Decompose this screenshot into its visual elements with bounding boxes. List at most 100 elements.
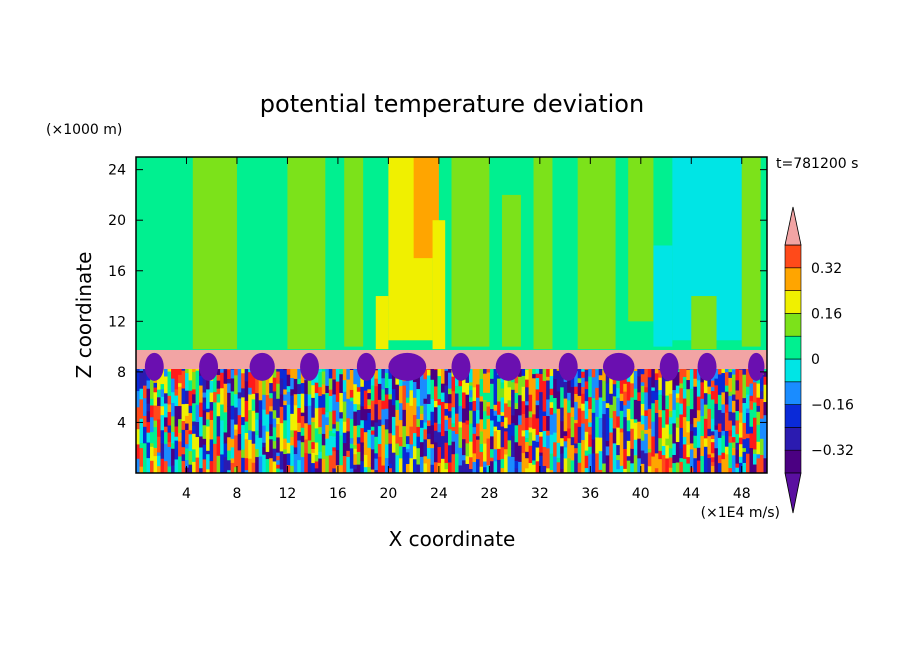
- turb-cell: [504, 427, 509, 432]
- turb-cell: [588, 368, 593, 377]
- turb-cell: [521, 435, 526, 454]
- turb-cell: [469, 423, 474, 442]
- turb-cell: [483, 368, 488, 374]
- turb-cell: [756, 457, 761, 473]
- turb-cell: [426, 447, 432, 459]
- turb-cell: [556, 425, 561, 443]
- turb-cell: [546, 376, 551, 381]
- turb-cell: [511, 414, 516, 424]
- turb-cell: [710, 456, 716, 463]
- turb-cell: [279, 437, 284, 452]
- turb-cell: [374, 378, 379, 387]
- turb-cell: [619, 431, 624, 453]
- turb-cell: [395, 399, 400, 410]
- turb-cell: [637, 376, 642, 393]
- turb-cell: [486, 445, 491, 466]
- turb-cell: [556, 457, 561, 463]
- x-tick-label: 16: [329, 486, 347, 502]
- turb-cell: [426, 438, 432, 448]
- turb-cell: [143, 442, 148, 464]
- turb-cell: [409, 377, 414, 391]
- turb-cell: [651, 402, 656, 422]
- turb-cell: [234, 393, 239, 408]
- turb-cell: [581, 439, 586, 456]
- turb-cell: [469, 396, 474, 402]
- band-blob-6: [451, 352, 471, 381]
- turb-cell: [370, 463, 375, 470]
- turb-cell: [703, 387, 709, 394]
- turb-cell: [251, 374, 256, 394]
- turb-cell: [297, 407, 302, 423]
- turb-cell: [286, 464, 291, 473]
- turb-cell: [458, 377, 463, 387]
- turb-cell: [616, 415, 621, 428]
- turb-cell: [178, 374, 183, 384]
- turb-cell: [577, 377, 582, 383]
- turb-cell: [742, 388, 747, 399]
- turb-cell: [248, 394, 253, 411]
- turb-cell: [525, 369, 530, 380]
- turb-cell: [584, 455, 589, 469]
- turb-cell: [314, 461, 319, 469]
- turb-cell: [542, 465, 547, 473]
- turb-cell: [283, 369, 288, 390]
- turb-cell: [476, 397, 481, 411]
- turb-cell: [472, 410, 477, 428]
- turb-cell: [675, 427, 680, 443]
- turb-cell: [335, 430, 340, 439]
- x-tick-label: 24: [430, 486, 448, 502]
- turb-cell: [644, 452, 649, 473]
- turb-cell: [567, 392, 572, 401]
- turb-cell: [490, 448, 495, 458]
- turb-cell: [756, 397, 761, 406]
- turb-cell: [717, 454, 723, 464]
- turb-cell: [560, 420, 565, 439]
- turb-cell: [535, 417, 540, 435]
- turb-cell: [174, 458, 179, 473]
- turb-cell: [696, 447, 701, 461]
- turb-cell: [609, 373, 614, 394]
- turb-cell: [658, 458, 663, 473]
- turb-cell: [209, 460, 214, 473]
- turb-cell: [384, 428, 389, 440]
- turb-cell: [497, 448, 502, 460]
- turb-cell: [297, 459, 302, 473]
- turb-cell: [416, 426, 421, 437]
- turb-cell: [637, 421, 642, 439]
- turb-cell: [216, 374, 221, 381]
- turb-cell: [598, 368, 603, 376]
- turb-cell: [192, 371, 197, 390]
- turb-cell: [157, 396, 162, 406]
- turb-cell: [504, 430, 509, 450]
- turb-cell: [297, 431, 302, 441]
- turb-cell: [584, 450, 589, 456]
- turb-cell: [539, 391, 544, 410]
- turb-cell: [367, 408, 372, 413]
- turb-cell: [304, 452, 309, 473]
- turb-cell: [532, 440, 537, 461]
- turb-cell: [276, 398, 281, 418]
- turb-cell: [651, 421, 656, 437]
- turb-cell: [721, 368, 726, 374]
- turb-cell: [703, 418, 709, 439]
- turb-cell: [542, 451, 547, 466]
- turb-cell: [255, 430, 260, 436]
- turb-cell: [605, 402, 610, 408]
- turb-cell: [451, 406, 456, 414]
- turb-cell: [735, 368, 740, 381]
- turb-cell: [626, 381, 631, 401]
- turb-cell: [728, 411, 733, 421]
- turb-cell: [609, 393, 614, 405]
- turb-cell: [437, 368, 442, 377]
- turb-cell: [602, 400, 607, 415]
- turb-cell: [497, 397, 502, 402]
- turb-cell: [525, 417, 530, 431]
- turb-cell: [644, 433, 649, 454]
- turb-cell: [493, 460, 498, 473]
- turb-cell: [174, 388, 179, 396]
- turb-cell: [192, 461, 197, 473]
- turb-cell: [612, 395, 617, 412]
- turb-cell: [735, 467, 740, 473]
- turb-cell: [248, 371, 253, 388]
